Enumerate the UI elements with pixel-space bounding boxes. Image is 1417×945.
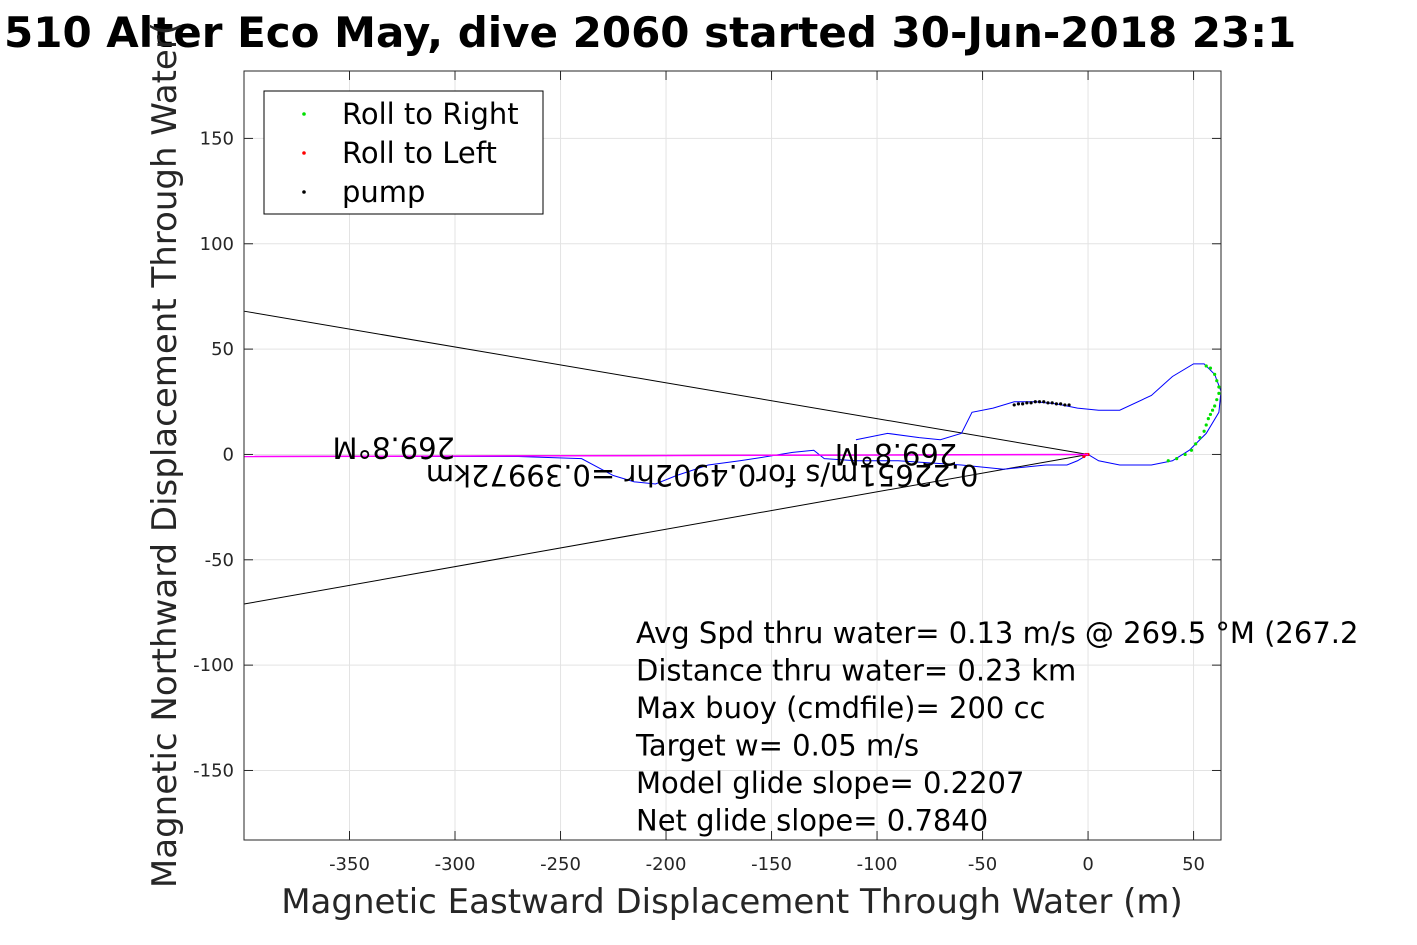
x-tick-label: -200 bbox=[646, 854, 687, 875]
roll-to-right-marker bbox=[1208, 412, 1213, 417]
roll-to-right-marker bbox=[1194, 442, 1198, 446]
x-axis-title: Magnetic Eastward Displacement Through W… bbox=[281, 882, 1183, 922]
pump-marker bbox=[1067, 403, 1071, 407]
pump-marker bbox=[1025, 401, 1029, 405]
roll-to-right-marker bbox=[1198, 435, 1202, 440]
chart-title: 510 Alter Eco May, dive 2060 started 30-… bbox=[4, 8, 1296, 57]
stats-line: Net glide slope= 0.7840 bbox=[636, 804, 988, 838]
track-loop-line bbox=[855, 363, 1222, 466]
series-group bbox=[243, 363, 1222, 485]
heading-annotation: 0.22651m/s for0.4902hr =0.39972km bbox=[426, 458, 978, 492]
roll-to-right-marker bbox=[1213, 372, 1217, 376]
roll-to-right-marker bbox=[1202, 429, 1206, 433]
x-tick-label: 50 bbox=[1182, 854, 1205, 875]
stats-line: Avg Spd thru water= 0.13 m/s @ 269.5 °M … bbox=[636, 616, 1358, 650]
y-tick-label: -100 bbox=[193, 655, 234, 676]
heading-reference-line bbox=[243, 310, 1089, 455]
heading-reference-line bbox=[243, 453, 1089, 605]
pump-marker bbox=[1059, 402, 1063, 406]
roll-to-right-marker bbox=[1210, 408, 1215, 412]
y-tick-label: 0 bbox=[223, 444, 234, 465]
roll-to-right-marker bbox=[1189, 448, 1194, 452]
legend-label: Roll to Right bbox=[342, 97, 519, 131]
roll-to-right-marker bbox=[1213, 404, 1217, 408]
pump-marker bbox=[1063, 403, 1067, 407]
y-tick-label: -50 bbox=[205, 550, 234, 571]
x-tick-label: -350 bbox=[329, 854, 370, 875]
x-tick-label: -50 bbox=[968, 854, 997, 875]
ticks bbox=[244, 71, 1221, 840]
stats-line: Model glide slope= 0.2207 bbox=[636, 766, 1024, 800]
roll-to-right-marker bbox=[1215, 398, 1219, 402]
legend-marker bbox=[302, 112, 306, 116]
heading-annotation: 269.8°M bbox=[332, 431, 455, 465]
y-axis-title: Magnetic Northward Displacement Through … bbox=[145, 22, 185, 888]
x-tick-label: -150 bbox=[751, 854, 792, 875]
stats-line: Max buoy (cmdfile)= 200 cc bbox=[636, 691, 1045, 725]
y-tick-label: 150 bbox=[200, 128, 234, 149]
stats-line: Distance thru water= 0.23 km bbox=[636, 654, 1076, 688]
legend-label: Roll to Left bbox=[342, 136, 497, 170]
x-tick-label: -100 bbox=[857, 854, 898, 875]
plot-frame bbox=[243, 70, 1222, 841]
pump-marker bbox=[1054, 402, 1059, 406]
pump-marker bbox=[1021, 402, 1025, 406]
x-tick-label: -300 bbox=[435, 854, 476, 875]
roll-to-right-marker bbox=[1166, 459, 1170, 463]
heading-annotation: 269.8°M bbox=[835, 437, 958, 471]
pump-marker bbox=[1033, 400, 1037, 404]
legend-marker bbox=[302, 151, 306, 155]
x-tick-label: -250 bbox=[540, 854, 581, 875]
roll-to-right-marker bbox=[1208, 366, 1213, 370]
y-tick-label: -150 bbox=[193, 760, 234, 781]
pump-marker bbox=[1042, 400, 1046, 404]
pump-marker bbox=[1046, 401, 1050, 405]
roll-to-left-marker bbox=[1082, 454, 1086, 459]
legend: Roll to Right Roll to Left pump bbox=[263, 90, 544, 215]
pump-marker bbox=[1050, 401, 1054, 405]
pump-marker bbox=[1012, 403, 1016, 407]
magenta-line-line bbox=[243, 453, 1089, 458]
legend-box bbox=[263, 90, 544, 215]
y-tick-label: 100 bbox=[200, 234, 234, 255]
legend-label: pump bbox=[342, 175, 425, 209]
roll-to-right-marker bbox=[1217, 391, 1221, 395]
x-tick-label: 0 bbox=[1082, 854, 1093, 875]
roll-to-right-marker bbox=[1183, 452, 1187, 457]
pump-marker bbox=[1037, 400, 1042, 404]
pump-marker bbox=[1029, 401, 1033, 405]
roll-to-right-marker bbox=[1215, 379, 1219, 383]
roll-to-right-marker bbox=[1206, 417, 1210, 421]
roll-to-right-marker bbox=[1217, 385, 1221, 389]
stats-line: Target w= 0.05 m/s bbox=[635, 729, 919, 763]
pump-marker bbox=[1016, 402, 1021, 406]
stats-block: Avg Spd thru water= 0.13 m/s @ 269.5 °M … bbox=[635, 616, 1358, 838]
y-tick-label: 50 bbox=[211, 339, 234, 360]
roll-to-right-marker bbox=[1175, 457, 1179, 461]
legend-marker bbox=[302, 190, 306, 194]
roll-to-right-marker bbox=[1204, 423, 1208, 427]
legend-items: Roll to Right Roll to Left pump bbox=[302, 97, 519, 209]
upside-down-annotations: 269.8°M 269.8°M0.22651m/s for0.4902hr =0.… bbox=[332, 431, 978, 492]
roll-to-right-marker bbox=[1204, 364, 1208, 368]
tick-labels: -350 -300 -250 -200 -150 -100 -50 0 50 150 100 50 0 -… bbox=[193, 128, 1205, 875]
